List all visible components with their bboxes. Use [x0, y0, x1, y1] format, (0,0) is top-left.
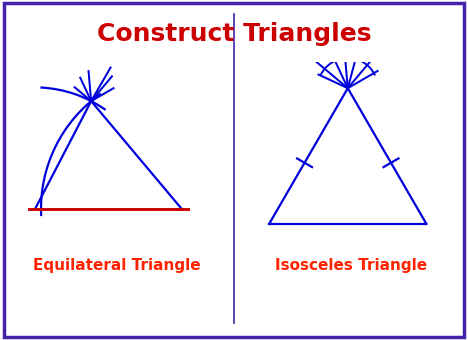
Text: Isosceles Triangle: Isosceles Triangle — [275, 258, 427, 273]
Text: Construct Triangles: Construct Triangles — [97, 22, 371, 46]
Text: Equilateral Triangle: Equilateral Triangle — [33, 258, 201, 273]
